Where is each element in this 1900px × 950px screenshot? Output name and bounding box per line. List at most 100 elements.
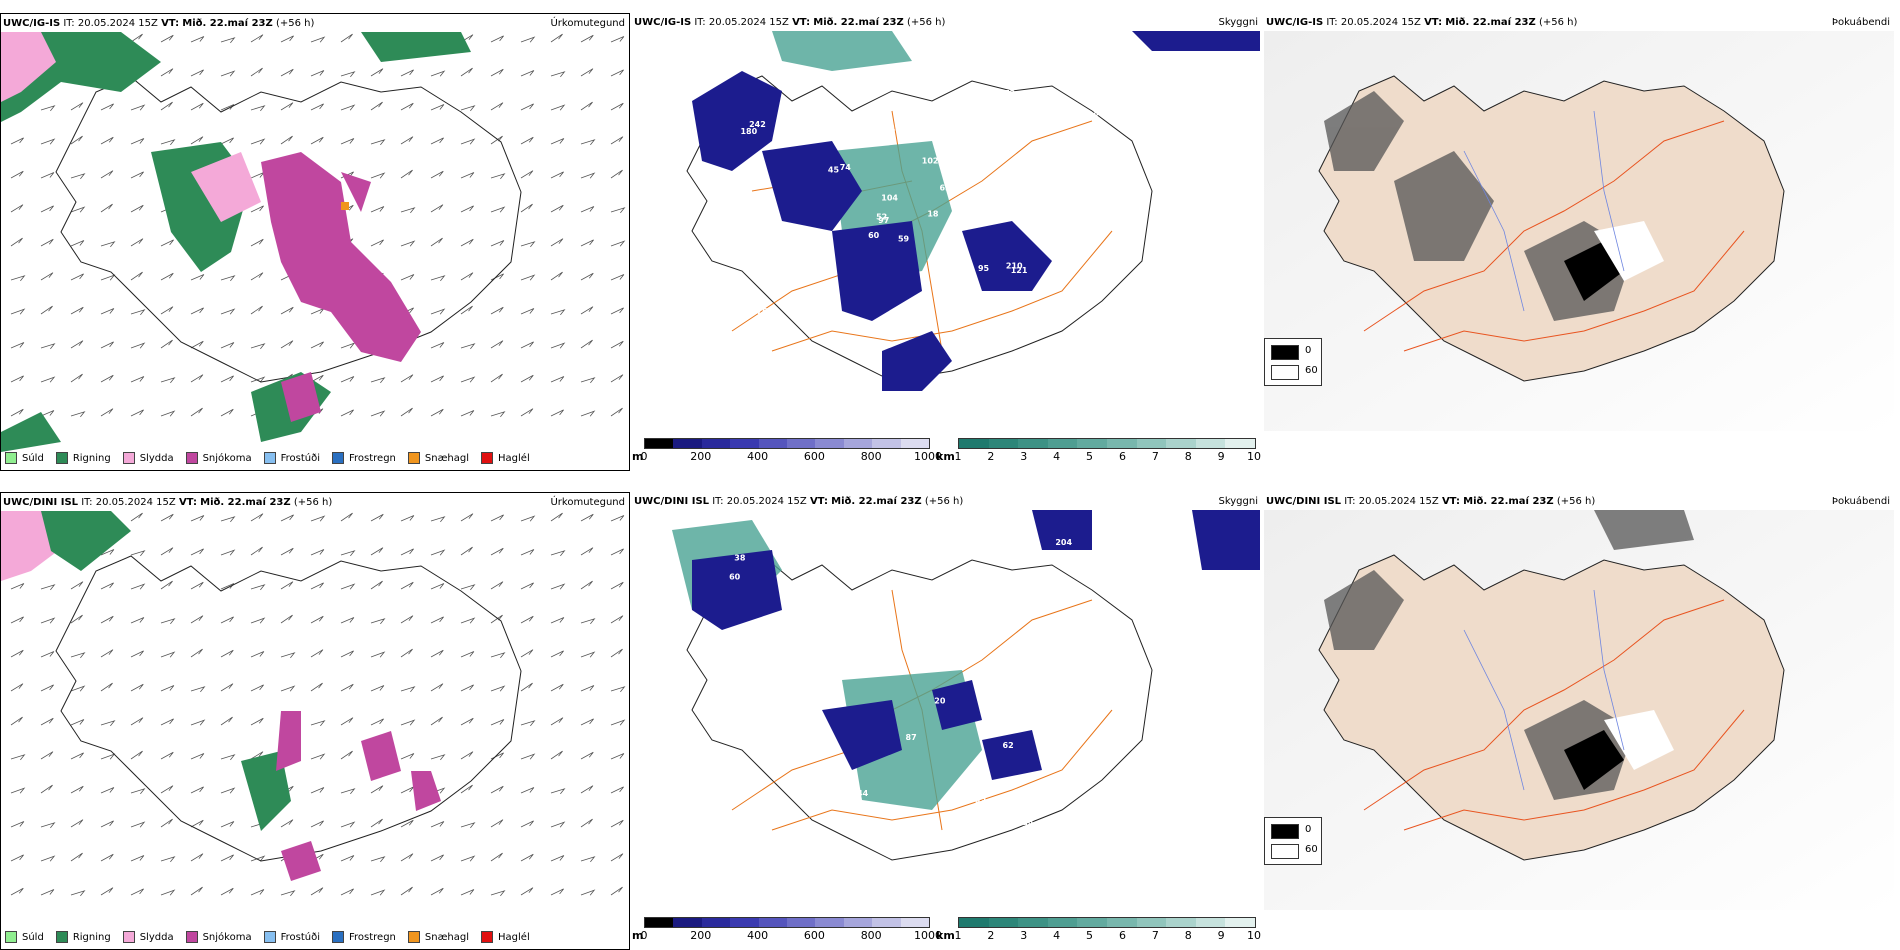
colorbar-tick-label: 2 — [987, 929, 995, 942]
wind-barb — [220, 375, 234, 383]
wind-barb — [310, 820, 324, 828]
colorbar-cell — [758, 918, 787, 927]
wind-barb — [610, 102, 624, 111]
wind-barb — [100, 170, 114, 179]
wind-barb — [160, 889, 176, 896]
wind-barb — [520, 136, 534, 145]
wind-barb — [580, 339, 593, 349]
wind-barb — [460, 684, 474, 692]
precip-legend-item: Haglél — [481, 931, 530, 943]
wind-barb — [460, 889, 475, 896]
wind-barb — [10, 616, 24, 624]
wind-barb — [400, 374, 414, 383]
wind-barb — [40, 410, 55, 417]
colorbar-cell — [988, 918, 1019, 927]
cloudbase-value-label: 143 — [876, 329, 893, 338]
wind-barb — [370, 410, 386, 417]
wind-barb — [580, 651, 596, 658]
cloudbase-value-label: 60 — [729, 573, 741, 582]
colorbar-cell — [1136, 918, 1167, 927]
colorbar-tick-label: 6 — [1118, 450, 1126, 463]
wind-barb — [460, 410, 475, 417]
wind-barb — [460, 67, 473, 77]
wind-barb — [190, 307, 204, 315]
wind-barb — [400, 615, 414, 624]
wind-barb — [280, 514, 294, 522]
wind-barb — [610, 853, 624, 862]
wind-barb — [160, 34, 174, 43]
wind-barb — [130, 138, 145, 145]
wind-barb — [400, 719, 416, 726]
wind-barb — [70, 719, 85, 726]
wind-barb — [100, 308, 115, 315]
wind-barb — [550, 138, 565, 145]
legend-label: Frostúði — [280, 452, 320, 464]
cloudbase-value-label: 62 — [734, 775, 745, 784]
wind-barb — [400, 581, 414, 590]
wind-barb — [40, 343, 56, 350]
wind-barb — [310, 549, 325, 556]
colorbar-cell — [1106, 918, 1137, 927]
colorbar-tick-label: 0 — [640, 450, 648, 463]
wind-barb — [40, 889, 55, 896]
colorbar-cell — [673, 439, 702, 448]
precip-type-panel-top: UWC/IG-IS IT: 20.05.2024 15Z VT: Mið. 22… — [0, 13, 630, 471]
wind-barb — [550, 104, 566, 111]
wind-barb — [340, 583, 356, 590]
wind-barb — [610, 548, 624, 556]
colorbar-cell — [1225, 918, 1255, 927]
wind-barb — [460, 343, 476, 350]
wind-barb — [460, 784, 473, 794]
wind-barb — [430, 70, 446, 77]
wind-barb — [250, 546, 263, 556]
fog-legend: 0 60 — [1264, 817, 1322, 865]
wind-barb — [550, 750, 563, 760]
wind-barb — [250, 651, 265, 658]
colorbar-cell — [1166, 918, 1196, 927]
wind-barb — [520, 649, 534, 658]
colorbar-cell — [701, 918, 731, 927]
wind-barb — [610, 374, 624, 383]
wind-barb — [340, 71, 356, 78]
cloudbase-value-label: 97 — [879, 123, 890, 132]
wind-barb — [250, 138, 266, 145]
wind-barb — [130, 376, 145, 383]
wind-barb — [550, 512, 563, 522]
wind-barb — [280, 547, 294, 556]
wind-barb — [340, 550, 356, 557]
legend-label: Haglél — [498, 452, 530, 464]
cloud-map-top: 59 180 97 72 63 53 86 45 77 18 68 55 103 89 60 85 88 97 10… — [686, 31, 1260, 391]
wind-barb — [400, 886, 413, 896]
cloudbase-value-label: 98 — [864, 626, 876, 635]
wind-barb — [250, 584, 266, 591]
wind-barb — [400, 686, 416, 693]
cloudbase-value-label: 98 — [1022, 820, 1034, 829]
wind-barb — [610, 786, 624, 794]
wind-barb — [220, 342, 235, 349]
wind-barb — [40, 138, 56, 145]
wind-barb — [340, 650, 354, 658]
cloudbase-value-label: 65 — [725, 359, 737, 368]
cloudbase-value-label: 62 — [1003, 741, 1014, 750]
wind-barb — [160, 410, 176, 417]
precip-legend-item: Snæhagl — [407, 931, 469, 943]
wind-barb — [430, 516, 446, 523]
wind-barb — [490, 273, 504, 281]
wind-barb — [520, 241, 536, 248]
wind-barb — [400, 240, 416, 247]
wind-barb — [460, 376, 476, 383]
wind-barb — [430, 308, 446, 315]
colorbar-cell — [1225, 439, 1255, 448]
legend-swatch — [55, 452, 68, 464]
cloudbase-value-label: 204 — [1055, 538, 1072, 547]
precip-legend-item: Snjókoma — [185, 452, 252, 464]
wind-barb — [580, 818, 593, 828]
wind-barb — [190, 719, 206, 726]
wind-barb — [580, 206, 595, 213]
wind-barb — [40, 205, 54, 213]
wind-barb — [220, 516, 236, 523]
wind-barb — [430, 408, 444, 417]
wind-barb — [250, 855, 266, 862]
cloudbase-value-label: 79 — [998, 719, 1010, 728]
wind-barb — [610, 136, 624, 145]
